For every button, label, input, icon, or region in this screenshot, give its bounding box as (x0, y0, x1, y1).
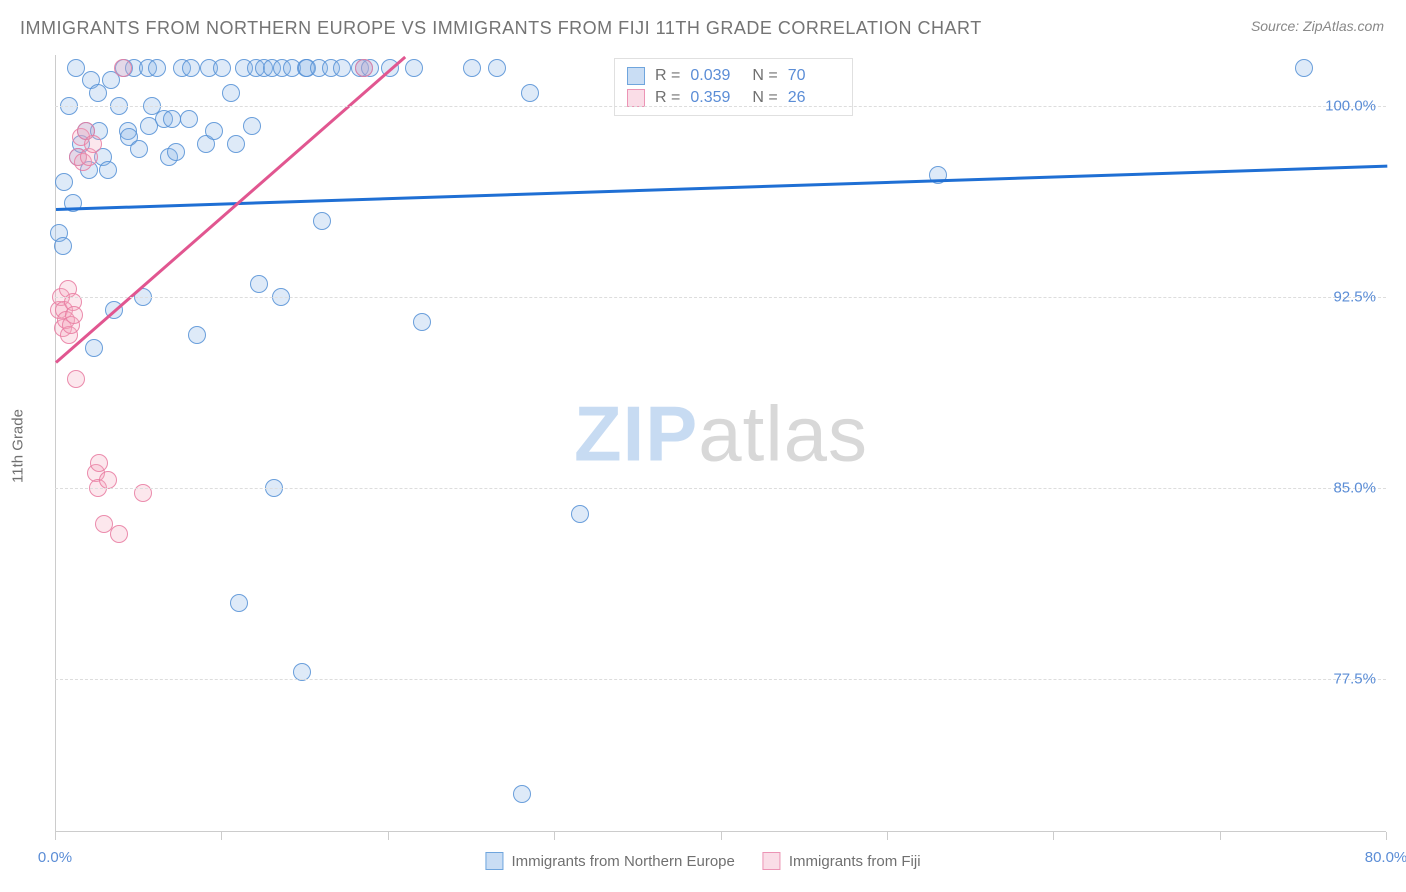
swatch-ne (485, 852, 503, 870)
ytick-label: 100.0% (1325, 97, 1376, 114)
gridline (55, 679, 1386, 680)
data-point-ne (213, 59, 231, 77)
data-point-ne (250, 275, 268, 293)
watermark-part2: atlas (698, 389, 868, 477)
legend-label-ne: Immigrants from Northern Europe (511, 853, 734, 870)
ytick-label: 85.0% (1333, 480, 1376, 497)
data-point-ne (243, 117, 261, 135)
data-point-ne (99, 161, 117, 179)
xtick (887, 832, 888, 840)
data-point-ne (313, 212, 331, 230)
plot-container: ZIPatlas (55, 55, 1386, 832)
xtick (1220, 832, 1221, 840)
data-point-ne (513, 785, 531, 803)
xtick (554, 832, 555, 840)
xtick (721, 832, 722, 840)
xtick (1386, 832, 1387, 840)
source-attribution: Source: ZipAtlas.com (1251, 18, 1384, 34)
chart-title: IMMIGRANTS FROM NORTHERN EUROPE VS IMMIG… (20, 18, 982, 39)
legend-N-value-ne: 70 (788, 67, 840, 85)
data-point-ne (1295, 59, 1313, 77)
xtick-label: 80.0% (1365, 849, 1406, 866)
data-point-ne (163, 110, 181, 128)
data-point-fj (355, 59, 373, 77)
data-point-ne (413, 313, 431, 331)
data-point-ne (571, 505, 589, 523)
gridline (55, 488, 1386, 489)
series-legend: Immigrants from Northern Europe Immigran… (485, 852, 920, 870)
xtick-label: 0.0% (38, 849, 72, 866)
data-point-ne (230, 594, 248, 612)
data-point-fj (67, 370, 85, 388)
data-point-ne (182, 59, 200, 77)
data-point-ne (333, 59, 351, 77)
data-point-ne (227, 135, 245, 153)
legend-item-ne: Immigrants from Northern Europe (485, 852, 734, 870)
data-point-ne (55, 173, 73, 191)
data-point-fj (110, 525, 128, 543)
xtick (1053, 832, 1054, 840)
swatch-fj (763, 852, 781, 870)
legend-row-ne: R = 0.039 N = 70 (627, 65, 840, 87)
data-point-ne (148, 59, 166, 77)
legend-item-fj: Immigrants from Fiji (763, 852, 921, 870)
data-point-fj (90, 454, 108, 472)
data-point-ne (405, 59, 423, 77)
data-point-ne (85, 339, 103, 357)
legend-label-fj: Immigrants from Fiji (789, 853, 921, 870)
data-point-ne (54, 237, 72, 255)
legend-N-label: N = (752, 89, 777, 107)
data-point-fj (134, 484, 152, 502)
legend-swatch-ne (627, 67, 645, 85)
data-point-ne (167, 143, 185, 161)
legend-N-label: N = (752, 67, 777, 85)
data-point-ne (205, 122, 223, 140)
data-point-ne (130, 140, 148, 158)
data-point-ne (488, 59, 506, 77)
data-point-ne (521, 84, 539, 102)
data-point-ne (180, 110, 198, 128)
data-point-ne (67, 59, 85, 77)
ytick-label: 92.5% (1333, 289, 1376, 306)
xtick (55, 832, 56, 840)
data-point-ne (188, 326, 206, 344)
y-axis-label: 11th Grade (10, 409, 27, 483)
data-point-ne (293, 663, 311, 681)
legend-R-value-ne: 0.039 (690, 67, 742, 85)
legend-N-value-fj: 26 (788, 89, 840, 107)
plot-area: ZIPatlas (55, 55, 1386, 832)
data-point-ne (222, 84, 240, 102)
xtick (388, 832, 389, 840)
correlation-legend: R = 0.039 N = 70 R = 0.359 N = 26 (614, 58, 853, 116)
legend-R-value-fj: 0.359 (690, 89, 742, 107)
legend-R-label: R = (655, 67, 680, 85)
gridline (55, 106, 1386, 107)
data-point-fj (84, 135, 102, 153)
data-point-ne (463, 59, 481, 77)
watermark: ZIPatlas (574, 388, 868, 479)
watermark-part1: ZIP (574, 389, 698, 477)
legend-R-label: R = (655, 89, 680, 107)
legend-swatch-fj (627, 89, 645, 107)
data-point-fj (65, 306, 83, 324)
data-point-fj (99, 471, 117, 489)
data-point-fj (114, 59, 132, 77)
gridline (55, 297, 1386, 298)
xtick (221, 832, 222, 840)
ytick-label: 77.5% (1333, 671, 1376, 688)
